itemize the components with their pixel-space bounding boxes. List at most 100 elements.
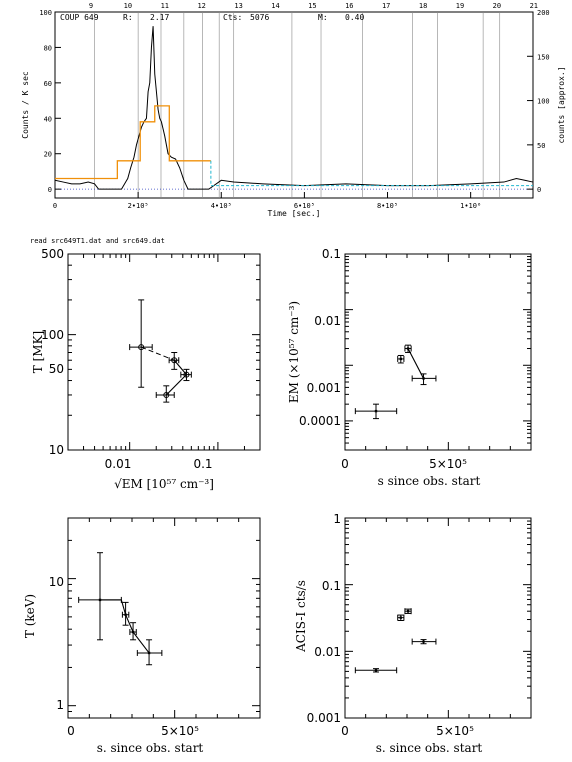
caption: read src649T1.dat and src649.dat	[30, 237, 165, 245]
panel-t-em-data	[129, 299, 192, 403]
panel-em-time-xlabel: s since obs. start	[378, 474, 481, 488]
x-tick-label-2: 4•10⁵	[211, 202, 232, 210]
r-label: R:	[123, 13, 133, 22]
tick-y-0.1: 0.1	[322, 579, 341, 593]
source-name: COUP 649	[60, 13, 99, 22]
tick-y-1: 1	[333, 512, 341, 526]
panel-kt-time-data	[78, 552, 163, 666]
lightcurve-ticks: 0 2•10⁵ 4•10⁵ 6•10⁵ 8•10⁵ 1•10⁶ 9 10 11 12 13 14 15 1…	[39, 2, 549, 210]
panel-t-em-xlabel: √EM [10⁵⁷ cm⁻³]	[114, 477, 214, 491]
top-tick-label-5: 14	[271, 2, 279, 10]
top-tick-label-4: 13	[234, 2, 242, 10]
tick-y-0.1: 0.1	[322, 247, 341, 261]
top-tick-label-3: 12	[197, 2, 205, 10]
dashed-path	[140, 346, 175, 361]
cts-value: 5076	[250, 13, 269, 22]
panel-t-em-ylabel: T [MK]	[31, 331, 45, 373]
top-tick-label-1: 10	[124, 2, 132, 10]
panel-em-time-ticks	[344, 253, 531, 451]
panel-t-em-frame	[67, 253, 261, 451]
lightcurve-xlabel: Time [sec.]	[268, 209, 321, 218]
top-tick-label-7: 16	[345, 2, 353, 10]
x-tick-label-0: 0	[53, 202, 57, 210]
tick-x-0.1: 0.1	[193, 457, 212, 471]
tick-x-5e5: 5×10⁵	[429, 457, 467, 471]
lightcurve-series-1	[55, 105, 211, 180]
top-tick-label-0: 9	[89, 2, 93, 10]
point-1	[399, 616, 402, 619]
panel-kt-time-frame	[67, 517, 261, 719]
panel-rate-time-ticks	[344, 517, 531, 719]
top-tick-label-12: 21	[530, 2, 538, 10]
panel-em-time-data	[354, 344, 437, 420]
tick-y-10: 10	[49, 575, 64, 589]
point-2	[183, 371, 190, 378]
panel-em-time-ylabel: EM (×10⁵⁷ cm⁻³)	[287, 301, 301, 403]
y-left-tick-label-0: 0	[48, 186, 52, 194]
y-right-tick-label-0: 0	[537, 186, 541, 194]
top-tick-label-6: 15	[308, 2, 316, 10]
panel-rate-time-data	[354, 608, 437, 674]
lightcurve-ylabel-right: counts [approx.]	[557, 66, 566, 143]
m-label: M:	[318, 13, 328, 22]
point-3	[163, 391, 170, 398]
tick-x-5e5: 5×10⁵	[436, 724, 474, 738]
tick-y-0.0001: 0.0001	[299, 414, 341, 428]
point-1	[124, 613, 127, 616]
top-tick-label-11: 20	[493, 2, 501, 10]
tick-y-0.001: 0.001	[307, 711, 341, 725]
panel-t-vs-em: T [MK] √EM [10⁵⁷ cm⁻³] 0.01 0.1 500 100 …	[31, 247, 261, 491]
tick-y-0.001: 0.001	[307, 381, 341, 395]
point-0	[374, 669, 378, 672]
y-right-tick-label-2: 100	[537, 98, 550, 106]
solid-path	[165, 359, 188, 396]
point-1	[399, 357, 402, 361]
tick-x-0: 0	[341, 724, 349, 738]
lightcurve-series-2	[210, 160, 533, 187]
y-right-tick-label-3: 150	[537, 53, 550, 61]
panel-kt-time-ticks	[67, 518, 260, 718]
lightcurve-frame	[54, 11, 534, 199]
panel-rate-time-xlabel: s. since obs. start	[376, 741, 483, 755]
top-tick-label-8: 17	[382, 2, 390, 10]
x-tick-label-1: 2•10⁵	[128, 202, 149, 210]
lightcurve-ylabel-left: Counts / K sec	[21, 71, 30, 139]
point-0	[374, 409, 378, 413]
lightcurve-series	[54, 26, 534, 190]
tick-y-100: 100	[41, 328, 64, 342]
point-3	[147, 651, 151, 655]
point-0	[98, 598, 102, 602]
panel-kt-time-xlabel: s. since obs. start	[97, 741, 204, 755]
x-tick-label-4: 8•10⁵	[377, 202, 398, 210]
observation-boundaries	[94, 12, 501, 198]
point-1	[171, 357, 178, 364]
tick-x-0: 0	[67, 724, 75, 738]
y-left-tick-label-1: 20	[44, 151, 52, 159]
x-tick-label-3: 6•10⁵	[294, 202, 315, 210]
m-value: 0.40	[345, 13, 364, 22]
tick-y-0.01: 0.01	[314, 314, 341, 328]
cts-label: Cts:	[223, 13, 242, 22]
point-2	[131, 630, 135, 634]
tick-y-500: 500	[41, 247, 64, 261]
point-2	[406, 347, 410, 350]
y-left-tick-label-3: 60	[44, 80, 52, 88]
panel-t-em-ticks	[68, 254, 260, 451]
tick-y-0.01: 0.01	[314, 645, 341, 659]
panel-rate-time-ylabel: ACIS-I cts/s	[294, 580, 308, 653]
panel-em-vs-time: EM (×10⁵⁷ cm⁻³) s since obs. start 0 5×1…	[287, 247, 532, 488]
tick-y-1: 1	[56, 698, 64, 712]
solid-path	[100, 599, 150, 654]
tick-x-5e5: 5×10⁵	[161, 724, 199, 738]
tick-y-10: 10	[49, 443, 64, 457]
tick-x-0.01: 0.01	[105, 457, 132, 471]
r-value: 2.17	[150, 13, 169, 22]
panel-em-time-frame	[344, 253, 532, 451]
panel-kt-vs-time: T (keV) s. since obs. start 0 5×10⁵ 10 1	[23, 517, 261, 755]
panel-kt-time-ylabel: T (keV)	[23, 594, 37, 638]
panel-rate-time-frame	[344, 517, 532, 719]
point-3	[422, 377, 425, 380]
y-left-tick-label-4: 80	[44, 44, 52, 52]
y-right-tick-label-4: 200	[537, 9, 550, 17]
panel-rate-vs-time: ACIS-I cts/s s. since obs. start 0 5×10⁵…	[294, 512, 532, 755]
